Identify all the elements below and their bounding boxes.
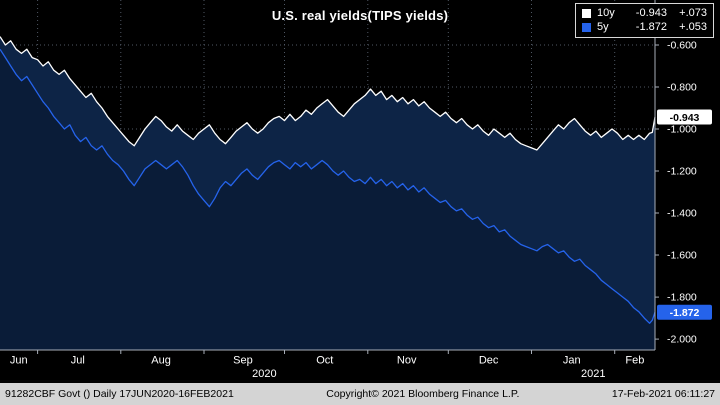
x-axis-year-label: 2020 [252,368,276,380]
legend-item-5y[interactable]: 5y -1.872 +.053 [582,20,707,34]
series-swatch-10y [582,8,591,18]
y-axis-tick-label: -1.200 [667,166,697,178]
security-info: 91282CBF Govt () Daily 17JUN2020-16FEB20… [5,388,234,400]
timestamp: 17-Feb-2021 06:11:27 [611,388,715,400]
x-axis-month-label: Dec [479,355,499,367]
x-axis-month-label: Feb [625,355,644,367]
legend-label-10y: 10y [597,7,615,19]
last-price-label-5y: -1.872 [670,307,700,319]
legend-value-5y: -1.872 [635,21,667,33]
y-axis-tick-label: -2.000 [667,334,697,346]
x-axis-month-label: Jan [563,355,581,367]
x-axis-month-label: Aug [151,355,171,367]
x-axis-month-label: Jul [71,355,85,367]
x-axis-month-label: Oct [316,355,333,367]
y-axis-tick-label: -1.000 [667,124,697,136]
legend-label-5y: 5y [597,21,609,33]
y-axis-tick-label: -1.800 [667,292,697,304]
x-axis-year-label: 2021 [581,368,605,380]
legend: 10y -0.943 +.073 5y -1.872 +.053 [575,3,714,38]
chart-canvas[interactable]: -0.600 -0.800 -1.000 -1.200 -1.400 -1.600 -1.8… [0,0,720,383]
legend-change-5y: +.053 [679,21,707,33]
y-axis-tick-label: -0.800 [667,82,697,94]
series-swatch-5y [582,22,591,32]
legend-item-10y[interactable]: 10y -0.943 +.073 [582,6,707,20]
legend-value-10y: -0.943 [635,7,667,19]
series-line-10y [0,36,656,151]
y-axis-tick-label: -0.600 [667,40,697,52]
x-axis-month-label: Sep [233,355,253,367]
y-axis-tick-label: -1.600 [667,250,697,262]
last-price-badge-10y [657,109,712,125]
x-axis-month-label: Nov [397,355,417,367]
copyright: Copyright© 2021 Bloomberg Finance L.P. [326,388,520,400]
x-axis-month-label: Jun [10,355,28,367]
status-bar: 91282CBF Govt () Daily 17JUN2020-16FEB20… [0,383,720,405]
legend-change-10y: +.073 [679,7,707,19]
y-axis-tick-label: -1.400 [667,208,697,220]
series-line-5y [0,48,656,324]
series-area-5y [0,49,655,350]
last-price-label-10y: -0.943 [670,112,700,124]
last-price-badge-5y [657,304,712,320]
